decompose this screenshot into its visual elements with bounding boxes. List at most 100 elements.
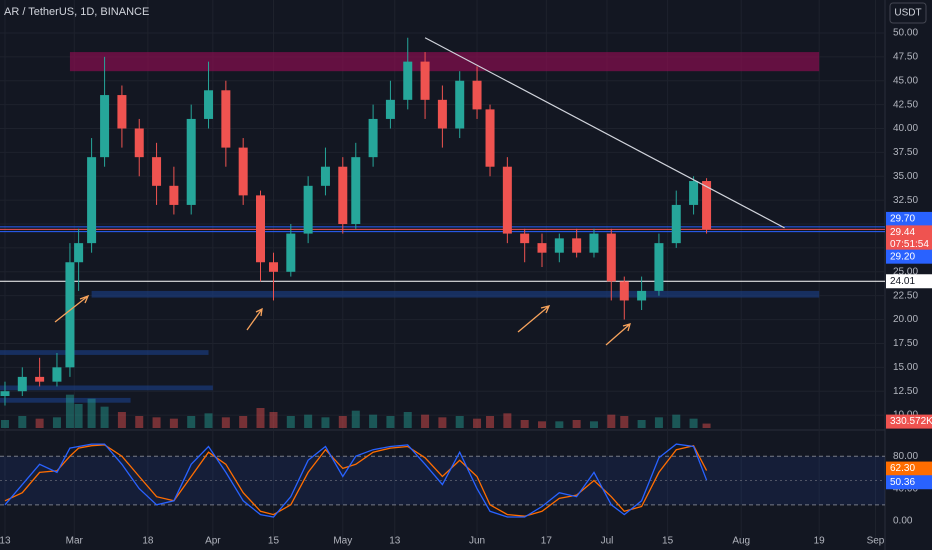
volume-bar [0, 420, 9, 428]
x-tick-label: 15 [268, 536, 280, 547]
candle-body [351, 157, 361, 225]
y-tick-label: 45.00 [893, 75, 918, 86]
candle-body [589, 233, 599, 253]
volume-bar [286, 416, 295, 428]
zone [0, 350, 209, 355]
volume-bar [338, 416, 347, 428]
candle-body [338, 166, 348, 225]
volume-bar [689, 418, 698, 428]
arrow [605, 323, 631, 346]
volume-bar [538, 421, 547, 428]
candle-body [606, 233, 616, 282]
candle-body [65, 262, 75, 368]
volume-bar [620, 416, 629, 428]
volume-bar [239, 416, 248, 428]
candle-body [502, 166, 512, 234]
candle-body [0, 391, 10, 396]
volume-bar [304, 414, 313, 428]
y-tick-label: 50.00 [893, 28, 918, 39]
price-label-box [886, 274, 932, 289]
volume-label: 330.572K [890, 416, 932, 427]
y-tick-label: 42.50 [893, 99, 918, 110]
candle-body [385, 99, 395, 119]
volume-bar [135, 416, 144, 428]
y-tick-label: 32.50 [893, 195, 918, 206]
zone [0, 385, 213, 391]
currency-button[interactable] [889, 2, 927, 24]
volume-bar [589, 421, 598, 428]
countdown: 07:51:54 [890, 239, 929, 250]
volume-bar [35, 418, 44, 428]
x-tick-label: Apr [205, 536, 221, 547]
volume-bar [654, 417, 663, 428]
candle-body [455, 80, 465, 129]
volume-bar [672, 414, 681, 428]
volume-bar [169, 418, 178, 428]
y-tick-label: 37.50 [893, 147, 918, 158]
volume-bar [637, 420, 646, 428]
candle-body [17, 376, 27, 392]
volume-bar [204, 413, 213, 428]
candle-body [637, 290, 647, 301]
candle-body [268, 262, 278, 272]
price-label-box [886, 249, 932, 264]
volume-bar [486, 416, 495, 428]
price-label: 29.70 [890, 214, 915, 225]
candle-body [403, 61, 413, 100]
volume-bar [256, 408, 265, 428]
candle-body [472, 80, 482, 110]
candle-body [654, 243, 664, 291]
y-tick-label: 47.50 [893, 51, 918, 62]
x-tick-label: Sep [867, 536, 885, 547]
volume-bar [321, 417, 330, 428]
currency-label[interactable]: USDT [894, 8, 921, 19]
candle-body [134, 128, 144, 158]
y-tick-label: 25.00 [893, 266, 918, 277]
volume-bar [555, 421, 564, 428]
volume-bar [351, 410, 360, 428]
y-tick-label: 22.50 [893, 290, 918, 301]
zone [69, 52, 820, 72]
volume-bar [607, 414, 616, 428]
volume-bar [18, 416, 27, 428]
candle-body [303, 185, 313, 234]
candle-body [689, 181, 699, 205]
y-tick-label: 17.50 [893, 338, 918, 349]
volume-bar [152, 417, 161, 428]
price-label: 29.20 [890, 251, 915, 262]
volume-bar [74, 404, 83, 428]
candle-body [619, 281, 629, 301]
candle-body [286, 233, 296, 272]
volume-bar [269, 412, 278, 428]
stoch-k-label-box [886, 475, 932, 490]
price-label: 24.01 [890, 276, 915, 287]
y-tick-label: 35.00 [893, 171, 918, 182]
x-tick-label: 13 [0, 536, 11, 547]
zone [0, 397, 131, 403]
x-tick-label: 18 [142, 536, 154, 547]
volume-bar [455, 416, 464, 428]
stoch-tick-label: 80.00 [893, 451, 918, 462]
volume-bar [403, 412, 412, 428]
x-tick-label: Mar [66, 536, 84, 547]
stoch-d-label: 62.30 [890, 463, 915, 474]
candle-body [204, 90, 214, 119]
volume-bar [87, 398, 96, 428]
x-tick-label: Jun [469, 536, 485, 547]
volume-bar [117, 412, 126, 428]
candle-body [186, 118, 196, 205]
y-tick-label: 12.50 [893, 386, 918, 397]
volume-bar [52, 417, 61, 428]
x-tick-label: 15 [662, 536, 674, 547]
price-label-box [886, 211, 932, 226]
candle-body [671, 204, 681, 244]
candle-body [152, 157, 162, 186]
stoch-k-label: 50.36 [890, 477, 915, 488]
y-tick-label: 40.00 [893, 123, 918, 134]
y-tick-label: 15.00 [893, 362, 918, 373]
volume-bar [386, 416, 395, 428]
